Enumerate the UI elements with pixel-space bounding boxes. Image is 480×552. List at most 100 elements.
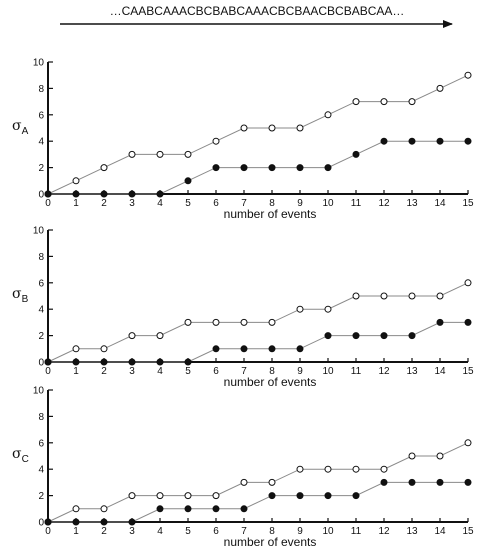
point-open-c-13 xyxy=(408,452,416,460)
series-line-filled-b xyxy=(48,321,468,363)
point-filled-a-7 xyxy=(240,164,248,172)
point-open-c-15 xyxy=(464,439,472,447)
point-filled-a-0 xyxy=(44,190,52,198)
x-tick-label-c-9: 9 xyxy=(297,526,303,537)
x-tick-label-b-4: 4 xyxy=(157,366,163,377)
y-axis-symbol-c: σ xyxy=(12,446,22,462)
point-filled-a-5 xyxy=(184,177,192,185)
x-tick-label-c-12: 12 xyxy=(378,526,390,537)
y-tick-label-b-10: 10 xyxy=(33,226,45,237)
point-open-c-3 xyxy=(128,492,136,500)
y-axis-label-b: σB xyxy=(12,286,29,305)
point-open-b-8 xyxy=(268,318,276,326)
y-tick-label-b-8: 8 xyxy=(38,252,44,263)
point-filled-b-1 xyxy=(72,358,80,366)
y-tick-label-c-10: 10 xyxy=(33,386,45,397)
point-open-c-10 xyxy=(324,465,332,473)
point-open-c-4 xyxy=(156,492,164,500)
series-line-open-a xyxy=(47,74,469,195)
point-open-b-15 xyxy=(464,279,472,287)
point-open-c-5 xyxy=(184,492,192,500)
x-tick-label-b-8: 8 xyxy=(269,366,275,377)
point-filled-b-10 xyxy=(324,332,332,340)
x-tick-label-a-9: 9 xyxy=(297,198,303,209)
point-open-a-6 xyxy=(212,137,220,145)
point-open-a-1 xyxy=(72,177,80,185)
x-tick-label-a-0: 0 xyxy=(45,198,51,209)
point-open-a-14 xyxy=(436,84,444,92)
point-open-b-1 xyxy=(72,345,80,353)
point-open-a-8 xyxy=(268,124,276,132)
x-tick-label-c-14: 14 xyxy=(434,526,446,537)
y-axis-subscript-a: A xyxy=(22,126,29,137)
x-tick-label-c-0: 0 xyxy=(45,526,51,537)
point-filled-b-7 xyxy=(240,345,248,353)
point-filled-c-2 xyxy=(100,518,108,526)
y-tick-label-a-8: 8 xyxy=(38,84,44,95)
x-tick-label-c-1: 1 xyxy=(73,526,79,537)
x-tick-label-c-6: 6 xyxy=(213,526,219,537)
point-open-a-2 xyxy=(100,164,108,172)
y-tick-label-c-8: 8 xyxy=(38,412,44,423)
x-tick-label-b-1: 1 xyxy=(73,366,79,377)
x-tick-label-c-4: 4 xyxy=(157,526,163,537)
point-filled-a-4 xyxy=(156,190,164,198)
point-filled-b-13 xyxy=(408,332,416,340)
x-tick-label-a-5: 5 xyxy=(185,198,191,209)
x-tick-label-b-0: 0 xyxy=(45,366,51,377)
point-filled-c-7 xyxy=(240,505,248,513)
point-filled-a-11 xyxy=(352,150,360,158)
x-tick-label-b-6: 6 xyxy=(213,366,219,377)
point-filled-b-4 xyxy=(156,358,164,366)
point-open-b-6 xyxy=(212,318,220,326)
x-tick-label-b-14: 14 xyxy=(434,366,446,377)
point-filled-b-9 xyxy=(296,345,304,353)
point-filled-a-2 xyxy=(100,190,108,198)
point-filled-c-10 xyxy=(324,492,332,500)
point-open-c-9 xyxy=(296,465,304,473)
x-tick-label-b-11: 11 xyxy=(351,366,362,377)
point-filled-a-9 xyxy=(296,164,304,172)
point-open-a-4 xyxy=(156,150,164,158)
point-filled-a-13 xyxy=(408,137,416,145)
sequence-banner: …CAABCAAACBCBABCAAACBCBAACBCBABCAA… xyxy=(60,4,453,28)
point-open-a-11 xyxy=(352,98,360,106)
point-open-c-6 xyxy=(212,492,220,500)
x-tick-label-a-4: 4 xyxy=(157,198,163,209)
point-filled-a-1 xyxy=(72,190,80,198)
x-tick-label-b-13: 13 xyxy=(406,366,418,377)
x-tick-label-c-8: 8 xyxy=(269,526,275,537)
point-filled-c-9 xyxy=(296,492,304,500)
sequence-text: …CAABCAAACBCBABCAAACBCBAACBCBABCAA… xyxy=(110,4,405,18)
point-filled-a-6 xyxy=(212,164,220,172)
x-tick-label-a-14: 14 xyxy=(434,198,446,209)
x-tick-label-a-12: 12 xyxy=(378,198,390,209)
x-tick-label-c-15: 15 xyxy=(462,526,474,537)
point-open-b-5 xyxy=(184,318,192,326)
point-filled-b-8 xyxy=(268,345,276,353)
point-filled-a-8 xyxy=(268,164,276,172)
point-filled-c-6 xyxy=(212,505,220,513)
point-filled-c-8 xyxy=(268,492,276,500)
x-tick-label-b-9: 9 xyxy=(297,366,303,377)
x-tick-label-a-1: 1 xyxy=(73,198,79,209)
point-filled-a-14 xyxy=(436,137,444,145)
series-line-open-c xyxy=(47,442,469,523)
point-filled-c-11 xyxy=(352,492,360,500)
series-line-open-b xyxy=(47,282,469,363)
point-filled-b-6 xyxy=(212,345,220,353)
point-open-c-8 xyxy=(268,478,276,486)
point-filled-a-10 xyxy=(324,164,332,172)
point-filled-c-1 xyxy=(72,518,80,526)
x-axis-label-a: number of events xyxy=(224,207,317,221)
x-tick-label-a-11: 11 xyxy=(351,198,362,209)
point-filled-c-15 xyxy=(464,478,472,486)
point-open-b-12 xyxy=(380,292,388,300)
point-open-b-2 xyxy=(100,345,108,353)
point-filled-b-0 xyxy=(44,358,52,366)
y-tick-label-c-4: 4 xyxy=(38,465,44,476)
